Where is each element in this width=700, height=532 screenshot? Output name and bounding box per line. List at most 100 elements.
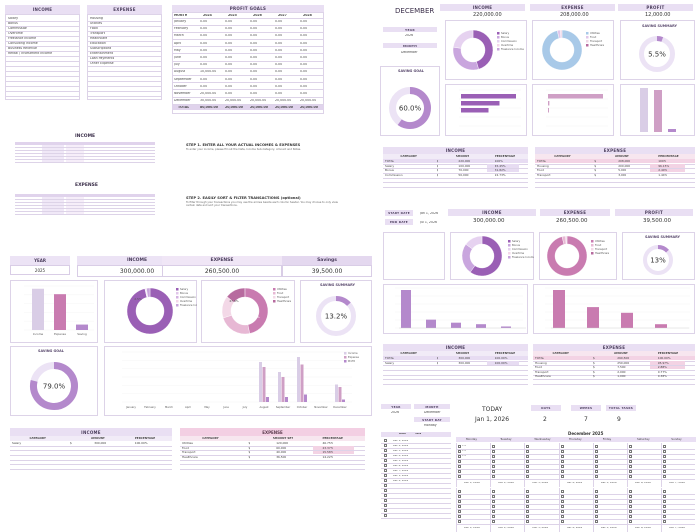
pg-value-cell[interactable]: 0.00 xyxy=(250,27,257,30)
range-expense-category-cell[interactable]: TOTAL xyxy=(535,357,544,360)
expense-category-item[interactable]: Healthcare xyxy=(90,37,107,40)
expense-category-item[interactable]: Entertainment xyxy=(90,52,113,55)
range-income-category-cell[interactable]: TOTAL xyxy=(385,357,394,360)
pg-value-cell[interactable]: 0.00 xyxy=(225,56,232,59)
income-category-item[interactable]: Consulting Income xyxy=(8,42,38,45)
dec-income-category-cell[interactable]: Bonus xyxy=(385,169,394,172)
range-income-category-cell[interactable]: Salary xyxy=(385,362,394,365)
cal-month-value[interactable]: December xyxy=(424,411,441,414)
pg-value-cell[interactable]: 0.00 xyxy=(275,70,282,73)
dec-income-amount-cell[interactable]: 220,000 xyxy=(458,160,470,163)
income-category-item[interactable]: Bonus xyxy=(8,22,18,25)
pg-value-cell[interactable]: 0.00 xyxy=(250,92,257,95)
task-checkbox[interactable] xyxy=(384,504,387,507)
pg-value-cell[interactable]: 0.00 xyxy=(275,56,282,59)
pg-value-cell[interactable]: 0.00 xyxy=(225,63,232,66)
dec-expense-category-cell[interactable]: Housing xyxy=(537,165,549,168)
annual-income-category-cell[interactable]: Salary xyxy=(12,442,21,445)
annual-expense-category-cell[interactable]: Food xyxy=(182,447,189,450)
dec-income-amount-cell[interactable]: 50,000 xyxy=(458,174,468,177)
income-category-item[interactable]: Business Revenue xyxy=(8,47,37,50)
range-expense-amount-cell[interactable]: 260,500 xyxy=(617,357,629,360)
pg-value-cell[interactable]: 0.00 xyxy=(300,70,307,73)
task-checkbox[interactable] xyxy=(384,454,387,457)
pg-value-cell[interactable]: 0.00 xyxy=(275,27,282,30)
pg-value-cell[interactable]: 0.00 xyxy=(225,49,232,52)
annual-expense-category-cell[interactable]: Healthcare xyxy=(182,456,198,459)
dec-year-value[interactable]: 2026 xyxy=(405,34,413,37)
pg-value-cell[interactable]: 0.00 xyxy=(200,20,207,23)
annual-year-value[interactable]: 2025 xyxy=(10,265,70,275)
task-checkbox[interactable] xyxy=(384,464,387,467)
expense-category-item[interactable]: Loan Payments xyxy=(90,57,114,60)
cal-start-day-value[interactable]: Monday xyxy=(424,424,437,427)
pg-value-cell[interactable]: 20,000.00 xyxy=(200,92,216,95)
expense-category-item[interactable]: Subscriptions xyxy=(90,47,111,50)
pg-value-cell[interactable]: 0.00 xyxy=(225,70,232,73)
task-checkbox[interactable] xyxy=(384,494,387,497)
pg-value-cell[interactable]: 0.00 xyxy=(275,63,282,66)
range-expense-amount-cell[interactable]: 250,000 xyxy=(617,362,629,365)
pg-value-cell[interactable]: 20,000.00 xyxy=(300,99,316,102)
pg-value-cell[interactable]: 0.00 xyxy=(250,49,257,52)
task-checkbox[interactable] xyxy=(384,449,387,452)
pg-value-cell[interactable]: 0.00 xyxy=(225,78,232,81)
pg-value-cell[interactable]: 0.00 xyxy=(250,42,257,45)
dec-income-category-cell[interactable]: Salary xyxy=(385,165,394,168)
pg-value-cell[interactable]: 20,000.00 xyxy=(250,99,266,102)
task-checkbox[interactable] xyxy=(384,509,387,512)
pg-value-cell[interactable]: 0.00 xyxy=(275,92,282,95)
expense-category-item[interactable]: Food xyxy=(90,27,98,30)
task-checkbox[interactable] xyxy=(384,514,387,517)
task-checkbox[interactable] xyxy=(384,479,387,482)
pg-value-cell[interactable]: 0.00 xyxy=(275,34,282,37)
annual-expense-amount-cell[interactable]: 40,000 xyxy=(276,451,286,454)
dec-expense-category-cell[interactable]: Food xyxy=(537,169,544,172)
dec-income-amount-cell[interactable]: 100,000 xyxy=(458,165,470,168)
pg-value-cell[interactable]: 0.00 xyxy=(225,42,232,45)
pg-value-cell[interactable]: 0.00 xyxy=(200,56,207,59)
dec-expense-amount-cell[interactable]: 3,000 xyxy=(618,174,626,177)
range-expense-amount-cell[interactable]: 1,000 xyxy=(617,375,625,378)
pg-value-cell[interactable]: 0.00 xyxy=(225,27,232,30)
dec-expense-amount-cell[interactable]: 5,000 xyxy=(618,169,626,172)
range-expense-category-cell[interactable]: Healthcare xyxy=(535,375,551,378)
dec-expense-amount-cell[interactable]: 208,000 xyxy=(618,160,630,163)
dec-month-value[interactable]: December xyxy=(401,51,418,54)
pg-value-cell[interactable]: 0.00 xyxy=(200,85,207,88)
dec-income-category-cell[interactable]: TOTAL xyxy=(385,160,394,163)
dec-expense-category-cell[interactable]: Transport xyxy=(537,174,551,177)
pg-value-cell[interactable]: 0.00 xyxy=(300,78,307,81)
expense-category-item[interactable]: Other Expense xyxy=(90,62,114,65)
pg-value-cell[interactable]: 0.00 xyxy=(200,49,207,52)
pg-value-cell[interactable]: 0.00 xyxy=(300,49,307,52)
range-expense-amount-cell[interactable]: 2,000 xyxy=(617,371,625,374)
pg-value-cell[interactable]: 0.00 xyxy=(250,85,257,88)
task-checkbox[interactable] xyxy=(384,484,387,487)
annual-expense-category-cell[interactable]: Transport xyxy=(182,451,196,454)
pg-value-cell[interactable]: 0.00 xyxy=(250,56,257,59)
dec-income-category-cell[interactable]: Commission xyxy=(385,174,403,177)
pg-value-cell[interactable]: 20,000.00 xyxy=(225,99,241,102)
range-expense-category-cell[interactable]: Transport xyxy=(535,371,549,374)
pg-value-cell[interactable]: 0.00 xyxy=(300,85,307,88)
pg-value-cell[interactable]: 0.00 xyxy=(250,63,257,66)
income-category-item[interactable]: Freelance Income xyxy=(8,37,36,40)
range-end-value[interactable]: Jul 1, 2026 xyxy=(420,221,437,224)
pg-value-cell[interactable]: 0.00 xyxy=(300,92,307,95)
expense-category-item[interactable]: Housing xyxy=(90,17,103,20)
annual-income-amount-cell[interactable]: 300,000 xyxy=(94,442,106,445)
pg-value-cell[interactable]: 0.00 xyxy=(300,27,307,30)
pg-value-cell[interactable]: 0.00 xyxy=(225,92,232,95)
task-checkbox[interactable] xyxy=(384,489,387,492)
pg-value-cell[interactable]: 0.00 xyxy=(225,20,232,23)
pg-value-cell[interactable]: 0.00 xyxy=(275,49,282,52)
expense-category-item[interactable]: Education xyxy=(90,42,106,45)
pg-value-cell[interactable]: 0.00 xyxy=(300,20,307,23)
pg-value-cell[interactable]: 20,000.00 xyxy=(275,99,291,102)
pg-value-cell[interactable]: 30,000.00 xyxy=(200,99,216,102)
dec-expense-amount-cell[interactable]: 200,000 xyxy=(618,165,630,168)
task-checkbox[interactable] xyxy=(384,474,387,477)
pg-value-cell[interactable]: 0.00 xyxy=(200,78,207,81)
pg-value-cell[interactable]: 0.00 xyxy=(300,63,307,66)
